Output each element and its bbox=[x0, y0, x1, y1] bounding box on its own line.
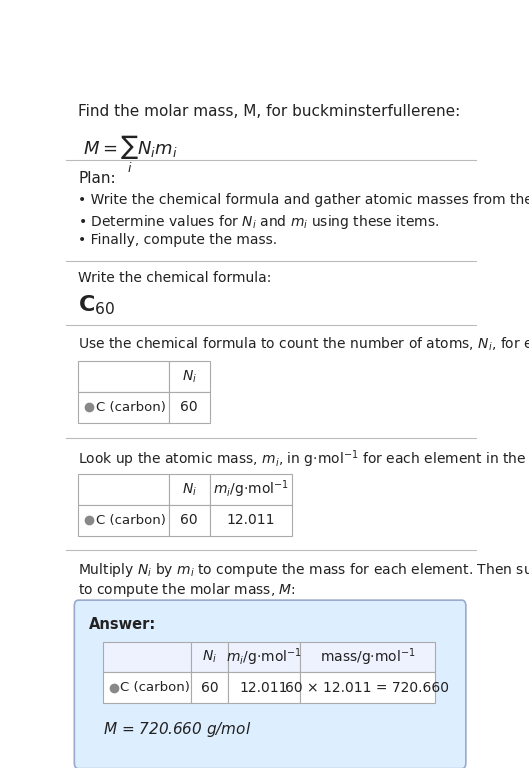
Text: C (carbon): C (carbon) bbox=[96, 514, 166, 527]
Bar bbox=[103, 641, 191, 672]
Bar bbox=[78, 392, 169, 422]
Text: 12.011: 12.011 bbox=[226, 513, 275, 528]
Bar bbox=[300, 672, 435, 703]
Text: $m_i$/g·mol$^{-1}$: $m_i$/g·mol$^{-1}$ bbox=[226, 646, 302, 667]
Bar bbox=[78, 505, 169, 536]
Text: Use the chemical formula to count the number of atoms, $N_i$, for each element:: Use the chemical formula to count the nu… bbox=[78, 335, 529, 353]
Text: • Write the chemical formula and gather atomic masses from the periodic table.: • Write the chemical formula and gather … bbox=[78, 194, 529, 207]
Text: $M$ = 720.660 g/mol: $M$ = 720.660 g/mol bbox=[103, 720, 251, 739]
Text: Answer:: Answer: bbox=[89, 617, 156, 632]
FancyBboxPatch shape bbox=[74, 600, 466, 768]
Text: Look up the atomic mass, $m_i$, in g·mol$^{-1}$ for each element in the periodic: Look up the atomic mass, $m_i$, in g·mol… bbox=[78, 449, 529, 470]
Bar bbox=[300, 641, 435, 672]
Bar bbox=[103, 672, 191, 703]
Text: Plan:: Plan: bbox=[78, 170, 116, 186]
Bar bbox=[228, 672, 300, 703]
Bar bbox=[209, 474, 291, 505]
Text: 60: 60 bbox=[180, 513, 198, 528]
Text: 12.011: 12.011 bbox=[240, 680, 288, 695]
Text: 60: 60 bbox=[180, 400, 198, 415]
Text: • Finally, compute the mass.: • Finally, compute the mass. bbox=[78, 233, 278, 247]
Text: $N_i$: $N_i$ bbox=[181, 369, 197, 385]
Text: 60 × 12.011 = 720.660: 60 × 12.011 = 720.660 bbox=[286, 680, 450, 695]
Text: Write the chemical formula:: Write the chemical formula: bbox=[78, 271, 272, 286]
Text: mass/g·mol$^{-1}$: mass/g·mol$^{-1}$ bbox=[320, 646, 415, 667]
Bar bbox=[169, 505, 209, 536]
Text: $N_i$: $N_i$ bbox=[202, 649, 217, 665]
Text: $\mathbf{C}_{60}$: $\mathbf{C}_{60}$ bbox=[78, 294, 116, 317]
Text: to compute the molar mass, $M$:: to compute the molar mass, $M$: bbox=[78, 581, 296, 599]
Bar bbox=[169, 361, 209, 392]
Bar bbox=[228, 641, 300, 672]
Text: Find the molar mass, M, for buckminsterfullerene:: Find the molar mass, M, for buckminsterf… bbox=[78, 104, 461, 119]
Text: Multiply $N_i$ by $m_i$ to compute the mass for each element. Then sum those val: Multiply $N_i$ by $m_i$ to compute the m… bbox=[78, 561, 529, 579]
Text: $N_i$: $N_i$ bbox=[181, 482, 197, 498]
Bar bbox=[169, 474, 209, 505]
Text: $m_i$/g·mol$^{-1}$: $m_i$/g·mol$^{-1}$ bbox=[213, 478, 288, 501]
Text: $M = \sum_i N_i m_i$: $M = \sum_i N_i m_i$ bbox=[83, 134, 177, 175]
Text: • Determine values for $N_i$ and $m_i$ using these items.: • Determine values for $N_i$ and $m_i$ u… bbox=[78, 214, 440, 231]
Text: C (carbon): C (carbon) bbox=[120, 681, 190, 694]
Text: 60: 60 bbox=[201, 680, 218, 695]
Bar bbox=[169, 392, 209, 422]
Bar bbox=[191, 672, 228, 703]
Bar bbox=[78, 474, 169, 505]
Bar bbox=[191, 641, 228, 672]
Bar bbox=[209, 505, 291, 536]
Bar bbox=[78, 361, 169, 392]
Text: C (carbon): C (carbon) bbox=[96, 401, 166, 414]
